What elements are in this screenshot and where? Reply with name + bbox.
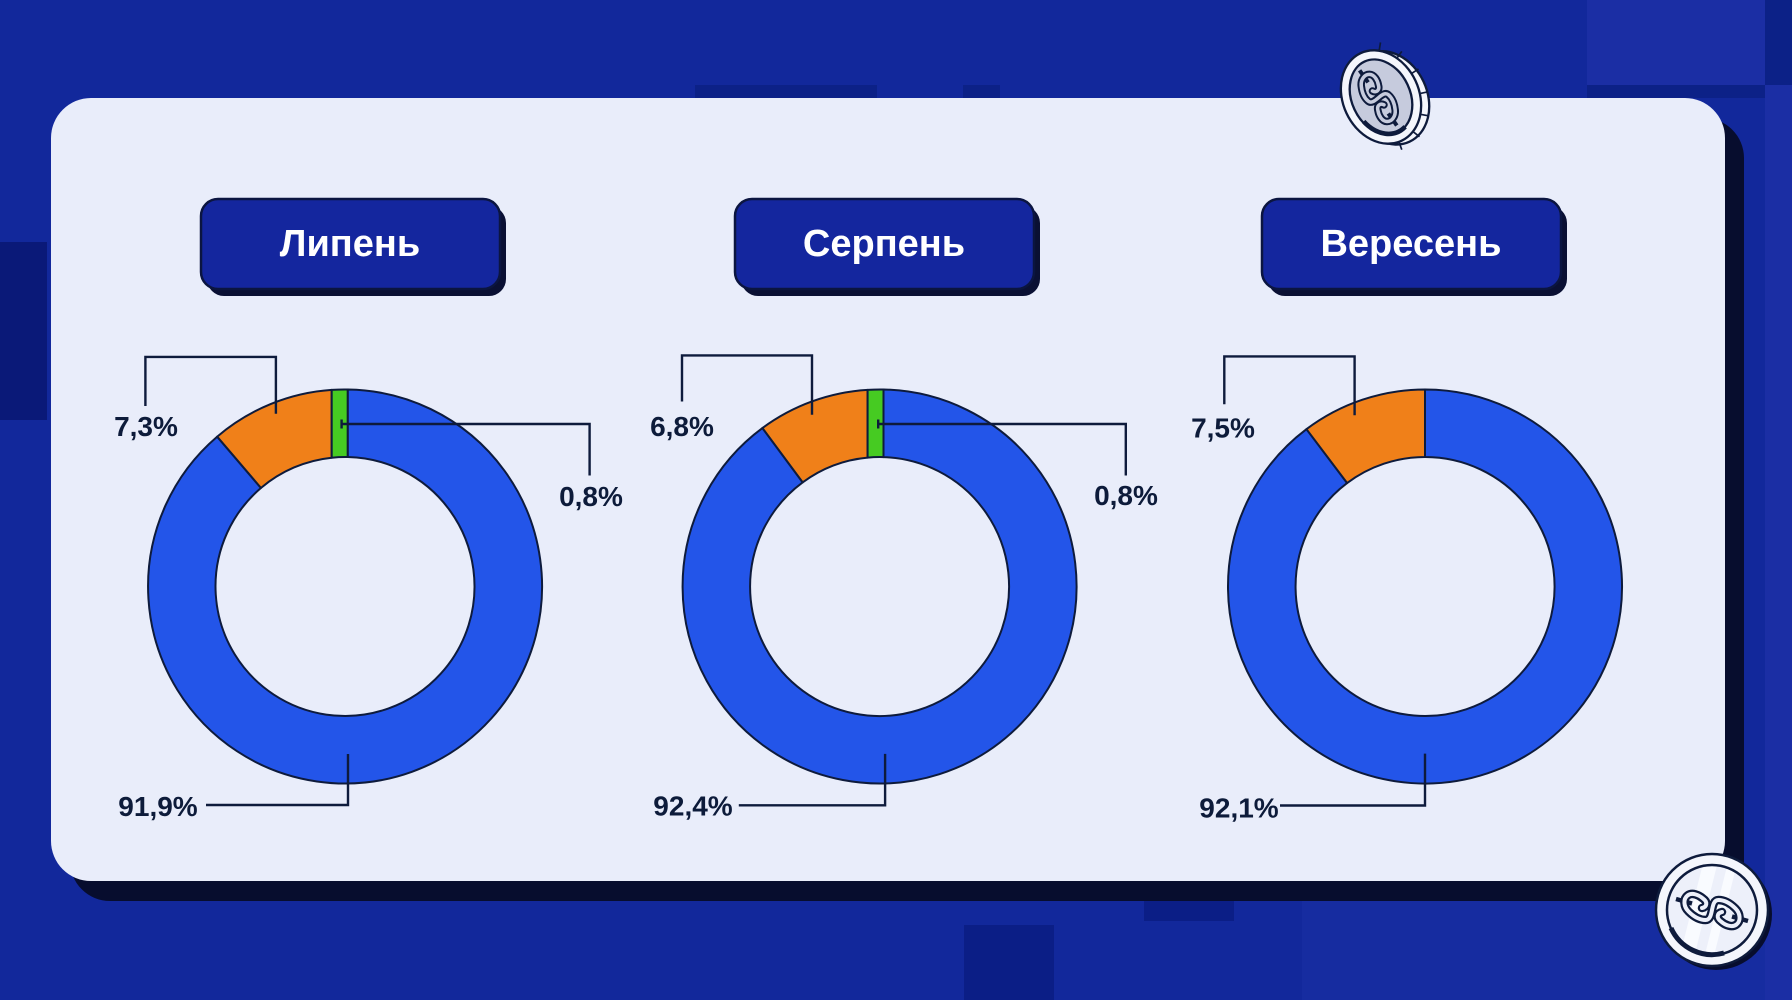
- svg-text:Серпень: Серпень: [803, 223, 965, 265]
- svg-text:Липень: Липень: [280, 223, 420, 265]
- svg-text:Вересень: Вересень: [1320, 223, 1501, 265]
- svg-text:7,3%: 7,3%: [114, 411, 178, 442]
- svg-text:6,8%: 6,8%: [650, 411, 714, 442]
- svg-text:7,5%: 7,5%: [1191, 413, 1255, 444]
- svg-text:0,8%: 0,8%: [1094, 480, 1158, 511]
- svg-text:91,9%: 91,9%: [118, 791, 197, 822]
- svg-text:92,4%: 92,4%: [653, 791, 732, 822]
- svg-text:0,8%: 0,8%: [559, 481, 623, 512]
- svg-text:92,1%: 92,1%: [1199, 793, 1278, 824]
